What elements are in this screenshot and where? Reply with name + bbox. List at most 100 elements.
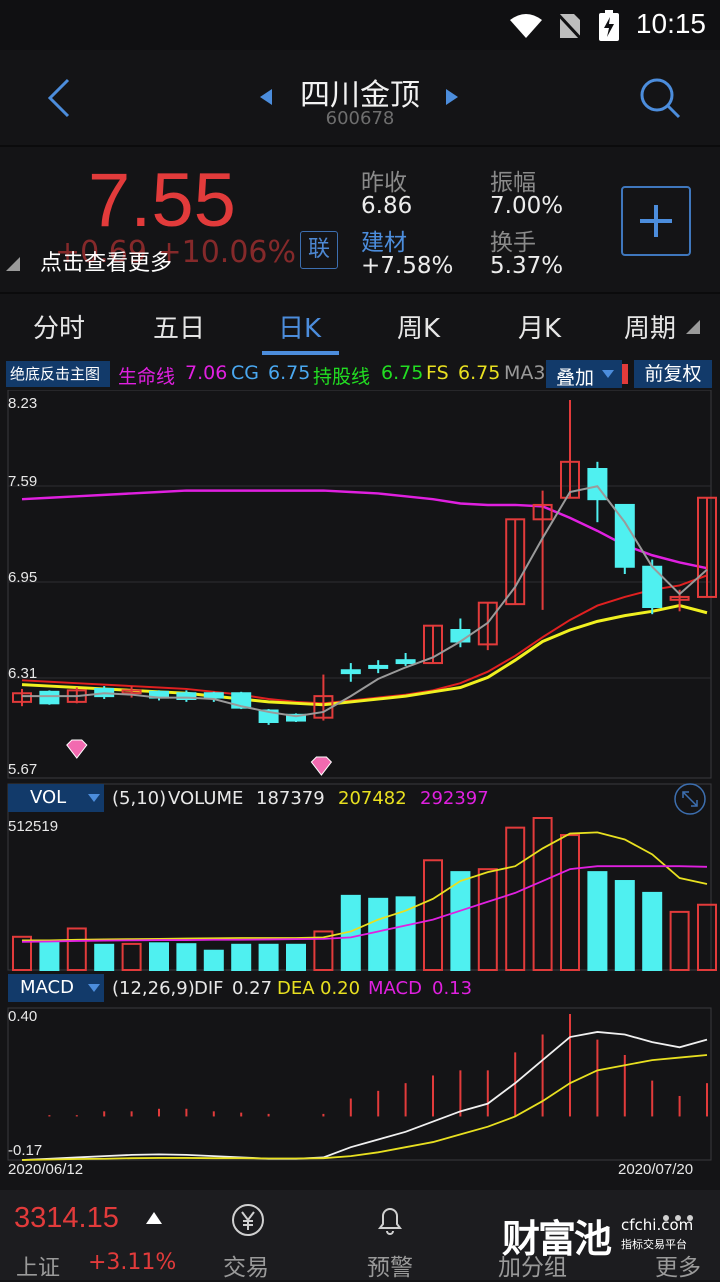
amplitude-label: 振幅 <box>490 170 536 196</box>
watermark-logo: 财富池 <box>502 1217 612 1261</box>
corner-arrow-icon <box>686 320 700 334</box>
price-axis-max: 8.23 <box>8 395 38 412</box>
clock: 10:15 <box>635 8 706 39</box>
prev-close-value: 6.86 <box>361 193 413 219</box>
volume-bar <box>450 871 471 972</box>
volume-bar <box>176 943 197 972</box>
fs-value: 6.75 <box>458 362 501 384</box>
nav-trade[interactable]: 交易 <box>210 1190 290 1281</box>
volume-bar <box>203 949 224 971</box>
index-value: 3314.15 <box>14 1202 119 1234</box>
adjust-button[interactable]: 前复权 <box>634 360 712 388</box>
volume-bar <box>697 903 717 972</box>
hold-line-value: 6.75 <box>381 362 424 384</box>
sector-label[interactable]: 建材 <box>361 230 407 256</box>
candle-body <box>286 713 306 722</box>
price-axis-label: 7.59 <box>8 473 38 490</box>
index-ticker[interactable]: 3314.15 上证 +3.11% <box>0 1190 200 1281</box>
nav-more[interactable]: 更多 <box>640 1190 720 1281</box>
dif-label: DIF <box>194 978 224 999</box>
vol-value: 187379 <box>256 788 325 809</box>
volume-bar <box>669 910 690 971</box>
chart-grid <box>7 390 712 1161</box>
macd-axis-max: 0.40 <box>8 1008 38 1025</box>
prev-stock-icon[interactable] <box>259 88 273 106</box>
index-name: 上证 <box>16 1256 61 1281</box>
battery-charging-icon <box>599 10 619 41</box>
quote-panel[interactable]: 7.55 +0.69 +10.06% 点击查看更多 联 昨收 6.86 建材 +… <box>0 147 720 292</box>
volume-chart <box>12 817 717 972</box>
plus-icon <box>640 205 672 237</box>
candle-body <box>12 692 32 703</box>
volume-bar <box>642 891 663 971</box>
hold-line-label: 持股线 <box>313 366 371 388</box>
stock-code: 600678 <box>325 108 395 129</box>
nav-alert-label: 预警 <box>367 1255 413 1281</box>
end-date: 2020/07/20 <box>618 1161 694 1178</box>
volume-indicator-bar: VOL (5,10) VOLUME 187379 207482 292397 <box>0 782 720 816</box>
vol-selector[interactable]: VOL <box>8 784 104 812</box>
view-more-hint[interactable]: 点击查看更多 <box>40 251 173 276</box>
candle-body <box>532 503 553 521</box>
nav-add-group[interactable]: 加分组 <box>490 1190 590 1281</box>
tab-five-day[interactable]: 五日 <box>153 314 206 344</box>
last-price: 7.55 <box>88 158 236 243</box>
dif-line <box>21 1031 708 1161</box>
candle-body <box>39 690 60 705</box>
volume-bar <box>505 826 526 971</box>
macd-value: 0.13 <box>432 978 473 999</box>
candle-body <box>121 689 142 695</box>
price-axis-label: 6.31 <box>8 665 38 682</box>
candle-body <box>340 669 361 675</box>
next-stock-icon[interactable] <box>445 88 459 106</box>
grid-frame <box>7 1007 712 1161</box>
related-button[interactable]: 联 <box>300 231 338 269</box>
expand-icon[interactable] <box>673 782 707 816</box>
volume-bar <box>587 871 608 972</box>
add-watchlist-button[interactable] <box>621 186 691 256</box>
diamond-signal-icon <box>66 739 88 759</box>
more-icon <box>663 1215 693 1221</box>
watermark-site: cfchi.com <box>621 1216 694 1234</box>
price-axis-label: 6.95 <box>8 569 38 586</box>
kline-chart <box>12 400 717 725</box>
sector-change: +7.58% <box>361 253 454 279</box>
volume-bar <box>258 943 279 972</box>
price-change: +0.69 +10.06% <box>55 235 296 270</box>
candle-body <box>423 624 443 665</box>
tab-daily-k[interactable]: 日K <box>278 314 322 344</box>
vol-ma10: 292397 <box>420 788 489 809</box>
overlay-dropdown[interactable]: 叠加 <box>546 360 622 389</box>
fs-label: FS <box>426 362 449 384</box>
tab-intraday[interactable]: 分时 <box>33 314 86 344</box>
back-icon[interactable] <box>44 76 74 120</box>
cg-value: 6.75 <box>268 362 311 384</box>
tab-period[interactable]: 周期 <box>624 314 677 344</box>
search-icon[interactable] <box>638 76 682 120</box>
status-bar: 10:15 <box>0 0 720 50</box>
cg-label: CG <box>231 362 259 384</box>
tab-weekly-k[interactable]: 周K <box>397 314 441 344</box>
tab-monthly-k[interactable]: 月K <box>518 314 562 344</box>
macd-axis-min: -0.17 <box>8 1142 43 1159</box>
dif-value: 0.27 <box>232 978 273 999</box>
candle-body <box>560 460 580 499</box>
volume-bar <box>231 943 252 972</box>
yuan-icon <box>232 1204 264 1236</box>
dea-value: 0.20 <box>320 978 361 999</box>
stock-header: 四川金顶 600678 <box>0 50 720 145</box>
bell-icon <box>378 1208 402 1235</box>
macd-selector[interactable]: MACD <box>8 974 104 1002</box>
up-arrow-icon <box>146 1212 162 1224</box>
nav-alert[interactable]: 预警 <box>350 1190 430 1281</box>
volume-bar <box>477 868 498 971</box>
vol-label: VOLUME <box>168 788 244 809</box>
volume-bar <box>614 880 635 971</box>
ma3-label: MA3 <box>504 362 546 384</box>
strategy-selector[interactable]: 绝底反击主图 <box>6 361 110 387</box>
trend-line <box>21 574 708 705</box>
macd-label: MACD <box>368 978 422 999</box>
chart-area[interactable] <box>0 390 720 1190</box>
prev-close-label: 昨收 <box>361 170 407 196</box>
nav-add-group-label: 加分组 <box>498 1255 567 1281</box>
